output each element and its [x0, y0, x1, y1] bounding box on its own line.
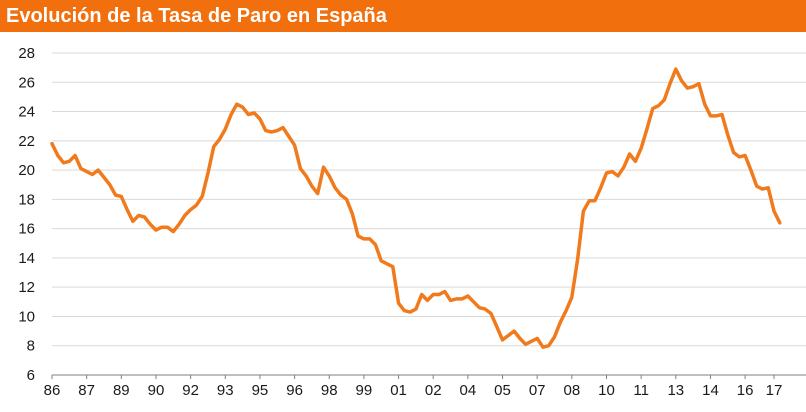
y-tick-label: 18	[18, 191, 35, 208]
y-tick-label: 10	[18, 308, 35, 325]
x-tick-label: 04	[460, 382, 477, 399]
line-chart: 6 8 10 12 14 16 18 20 22 24 26 28 86 87 89 90 92 93 95 96 9…	[18, 45, 806, 399]
x-tick-label: 90	[148, 382, 165, 399]
x-tick-label: 96	[286, 382, 303, 399]
x-axis-tick-labels: 86 87 89 90 92 93 95 96 98 99 01 02 04 05 07 08 10 11 13 14…	[44, 375, 783, 399]
y-tick-label: 12	[18, 279, 35, 296]
x-tick-label: 17	[766, 382, 783, 399]
chart-title: Evolución de la Tasa de Paro en España	[0, 0, 806, 32]
x-tick-label: 10	[598, 382, 615, 399]
y-tick-label: 8	[27, 338, 35, 355]
x-tick-label: 07	[529, 382, 546, 399]
x-tick-label: 02	[425, 382, 442, 399]
x-tick-label: 14	[702, 382, 719, 399]
x-tick-label: 08	[563, 382, 580, 399]
x-tick-label: 92	[182, 382, 199, 399]
x-tick-label: 86	[44, 382, 61, 399]
x-tick-label: 95	[252, 382, 269, 399]
x-tick-label: 11	[633, 382, 649, 399]
x-tick-label: 01	[390, 382, 407, 399]
x-tick-label: 89	[113, 382, 130, 399]
y-tick-label: 24	[18, 104, 35, 121]
x-tick-label: 05	[494, 382, 511, 399]
x-tick-label: 93	[217, 382, 234, 399]
x-tick-label: 99	[356, 382, 373, 399]
y-tick-label: 28	[18, 45, 35, 62]
y-tick-label: 22	[18, 133, 35, 150]
y-tick-label: 26	[18, 74, 35, 91]
y-tick-label: 14	[18, 250, 35, 267]
y-tick-label: 20	[18, 162, 35, 179]
y-tick-label: 6	[27, 367, 35, 384]
x-tick-label: 87	[78, 382, 95, 399]
y-tick-label: 16	[18, 221, 35, 238]
unemployment-rate-line	[50, 67, 782, 349]
x-tick-label: 16	[737, 382, 754, 399]
gridlines	[52, 52, 806, 347]
x-tick-label: 98	[321, 382, 338, 399]
y-axis-tick-labels: 6 8 10 12 14 16 18 20 22 24 26 28	[18, 45, 35, 384]
x-tick-label: 13	[667, 382, 684, 399]
